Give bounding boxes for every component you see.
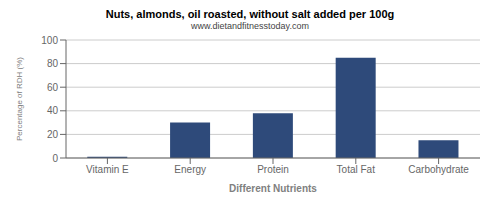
- svg-text:60: 60: [47, 82, 59, 93]
- svg-text:Protein: Protein: [257, 164, 289, 175]
- svg-text:80: 80: [47, 58, 59, 69]
- svg-text:20: 20: [47, 129, 59, 140]
- svg-text:Different Nutrients: Different Nutrients: [229, 183, 317, 192]
- svg-text:40: 40: [47, 105, 59, 116]
- html-text:www.dietandfitnesstoday.com: www.dietandfitnesstoday.com: [191, 21, 309, 31]
- svg-text:Carbohydrate: Carbohydrate: [408, 164, 469, 175]
- svg-text:100: 100: [41, 35, 58, 46]
- svg-text:Vitamin E: Vitamin E: [86, 164, 129, 175]
- html-text:Nuts, almonds, oil roasted, wi: Nuts, almonds, oil roasted, without salt…: [105, 8, 395, 20]
- svg-text:Total Fat: Total Fat: [337, 164, 376, 175]
- svg-text:0: 0: [52, 153, 58, 164]
- svg-text:Energy: Energy: [174, 164, 206, 175]
- svg-text:Percentage of RDH (%): Percentage of RDH (%): [15, 57, 24, 141]
